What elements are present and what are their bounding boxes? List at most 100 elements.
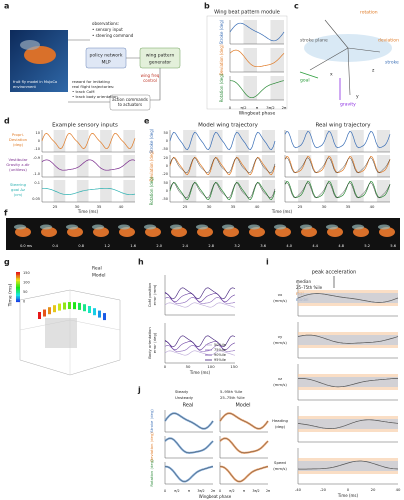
label: 50 [23,290,27,294]
cbar [16,275,20,277]
label: 4.0 [286,244,292,248]
wing [378,224,390,230]
body-pose [68,302,71,310]
label: 0 [164,364,167,369]
shade [53,155,66,177]
fly-frame [41,227,57,237]
label: 4.4 [312,244,318,248]
body-pose [98,310,101,318]
trace [164,296,236,304]
body-pose [53,305,56,313]
trace [164,437,214,454]
label: 10 [36,131,40,135]
label: goal [300,78,310,84]
fly-frame [15,227,31,237]
trace [165,341,236,351]
shade [376,180,390,202]
label: gravity [340,102,356,108]
label: 0 [219,489,221,493]
shade [209,130,223,152]
label: stroke [385,60,399,66]
label: 50 [164,181,168,185]
cbar [16,293,20,295]
label: 150 [230,364,238,369]
trace [164,438,214,454]
shade [235,180,249,202]
trace [169,131,276,151]
label: 25 [183,204,188,209]
fly-frame [67,227,83,237]
label: Propri. [12,132,24,137]
label: 0 [229,105,232,110]
label: Heading [272,418,288,423]
cbar [16,288,20,291]
label: 3π/2 [252,489,259,493]
cbar [16,281,20,283]
panel-letter: f [4,209,8,218]
label: 35 [346,204,351,209]
label: 35 [231,204,236,209]
panel-letter: g [4,258,10,267]
label: x [330,73,333,78]
cbar [16,300,20,303]
body-pose [73,302,76,310]
shade [298,130,312,152]
cbar [16,296,20,298]
wing [14,224,26,230]
panel-letter: a [4,2,9,11]
fly-frame [197,227,213,237]
shade [123,130,135,152]
label: vz [278,376,282,381]
fly-frame [93,227,109,237]
label: (deg) [275,424,286,429]
fly-frame [379,227,395,237]
label: 25 [298,204,303,209]
band [298,461,398,471]
label: Time (ms) [337,493,359,498]
shade [270,20,284,44]
label: 40 [370,204,375,209]
label: y [356,95,359,100]
wing [300,224,312,230]
trace [41,159,136,171]
label: policy network [90,53,123,59]
axes [284,130,390,153]
label: 90%ile [214,353,226,357]
label: 3π/2 [266,105,275,110]
label: 5.2 [364,244,370,248]
label: 0 [166,164,168,168]
shade [350,130,364,152]
trace [230,80,285,99]
panel-letter: e [144,117,150,126]
label: MLP [101,60,110,66]
body-pose [63,302,66,310]
shade [235,130,249,152]
label: vy [278,334,283,339]
shade [261,180,275,202]
shade [261,155,275,177]
label: π/2 [241,105,248,110]
label: 0 [23,300,25,304]
fly-frame [171,227,187,237]
wing [326,224,338,230]
label: Model [92,273,106,279]
label: π/2 [229,489,234,493]
wing [248,224,260,230]
trace [42,187,136,196]
panel-letter: c [294,2,299,11]
label: rotation [360,10,378,16]
label: (mm/s) [273,382,287,387]
label: goal Δz [11,187,25,192]
label: Real wing trajectory [315,123,371,129]
label: 0.4 [52,244,58,248]
label: 40 [255,204,260,209]
axes [41,130,135,153]
shade [324,180,338,202]
label: 2.8 [208,244,214,248]
label: 75%ile [214,348,226,352]
label: 2.4 [182,244,188,248]
panel-c-art [299,19,392,100]
wing [196,224,208,230]
label: 3.6 [260,244,266,248]
trace [220,466,269,482]
